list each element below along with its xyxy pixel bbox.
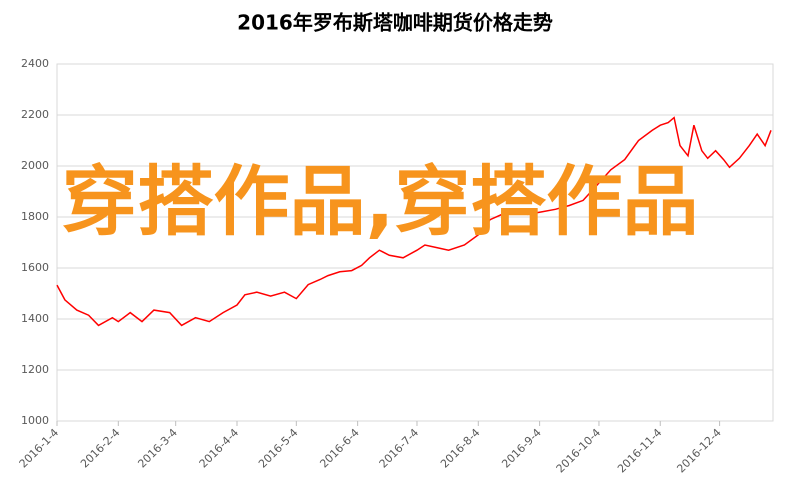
y-tick-label: 1800	[21, 210, 49, 223]
line-series	[56, 116, 772, 327]
y-tick-label: 1200	[21, 363, 49, 376]
x-tick-label: 2016-6-4	[317, 426, 362, 471]
x-tick-label: 2016-5-4	[256, 426, 301, 471]
x-tick-label: 2016-7-4	[377, 426, 422, 471]
y-tick-label: 1600	[21, 261, 49, 274]
watermark: 穿搭作品,穿搭作品	[61, 157, 699, 246]
y-tick-label: 1000	[21, 414, 49, 427]
y-tick-label: 1400	[21, 312, 49, 325]
y-tick-label: 2200	[21, 108, 49, 121]
x-tick-label: 2016-4-4	[197, 426, 242, 471]
x-tick-label: 2016-8-4	[438, 426, 483, 471]
x-tick-label: 2016-11-4	[615, 426, 664, 475]
chart-title: 2016年罗布斯塔咖啡期货价格走势	[237, 11, 553, 35]
x-tick-label: 2016-3-4	[135, 426, 180, 471]
x-tick-label: 2016-2-4	[78, 426, 123, 471]
x-tick-label: 2016-10-4	[554, 426, 603, 475]
y-tick-label: 2000	[21, 159, 49, 172]
x-tick-label: 2016-12-4	[674, 426, 723, 475]
x-tick-label: 2016-1-4	[17, 426, 62, 471]
y-tick-label: 2400	[21, 57, 49, 70]
x-tick-label: 2016-9-4	[499, 426, 544, 471]
